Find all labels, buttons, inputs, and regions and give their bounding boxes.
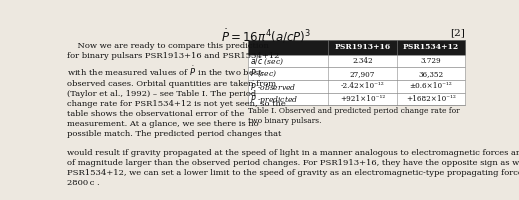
Text: PSR1534+12: PSR1534+12 (403, 43, 459, 51)
Text: ±0.6×10⁻¹²: ±0.6×10⁻¹² (409, 82, 452, 90)
Text: PSR1913+16: PSR1913+16 (334, 43, 390, 51)
Text: Table I. Observed and predicted period change rate for
two binary pulsars.: Table I. Observed and predicted period c… (248, 107, 459, 125)
Text: $a/c$ (sec): $a/c$ (sec) (250, 55, 284, 67)
Text: Now we are ready to compare this prediction
for binary pulsars PSR1913+16 and PS: Now we are ready to compare this predict… (67, 42, 285, 138)
Bar (248, 40, 465, 55)
Text: +1682×10⁻¹²: +1682×10⁻¹² (406, 95, 456, 103)
Text: -2.42×10⁻¹²: -2.42×10⁻¹² (340, 82, 385, 90)
Text: 27,907: 27,907 (350, 70, 375, 78)
Bar (248, 67, 465, 80)
Text: [2]: [2] (450, 28, 465, 37)
Text: 2.342: 2.342 (352, 57, 373, 65)
Bar (248, 55, 465, 67)
Text: 3.729: 3.729 (420, 57, 441, 65)
Text: 36,352: 36,352 (418, 70, 443, 78)
Bar (248, 93, 465, 105)
Text: would result if gravity propagated at the speed of light in a manner analogous t: would result if gravity propagated at th… (67, 149, 519, 187)
Text: +921×10⁻¹²: +921×10⁻¹² (340, 95, 385, 103)
Text: $P$ (sec): $P$ (sec) (250, 68, 278, 79)
Text: $\dot{P}$ -predicted: $\dot{P}$ -predicted (250, 91, 298, 107)
Text: $\dot{P}$ -observed: $\dot{P}$ -observed (250, 79, 297, 93)
Bar (248, 80, 465, 93)
Text: $\dot{P} = 16\pi^4(a/cP)^3$: $\dot{P} = 16\pi^4(a/cP)^3$ (221, 28, 311, 45)
